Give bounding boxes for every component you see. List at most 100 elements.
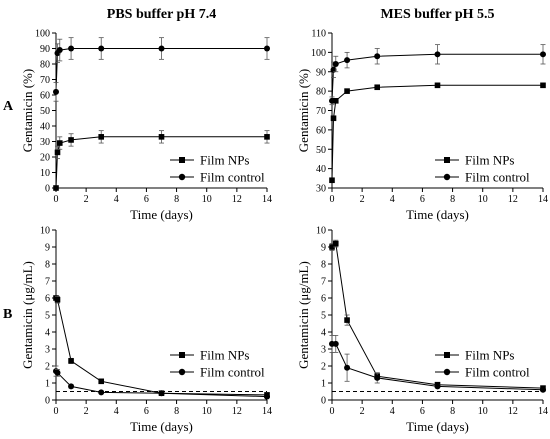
data-point-circle (540, 51, 546, 58)
x-tick-label: 6 (420, 406, 425, 417)
y-tick-label: 70 (40, 75, 50, 86)
data-point-square (158, 134, 165, 140)
x-tick-label: 14 (538, 406, 548, 417)
data-point-circle (434, 51, 441, 58)
data-point-circle (330, 66, 337, 73)
y-tick-label: 60 (316, 125, 326, 136)
data-point-square (434, 82, 441, 89)
y-tick-label: 80 (316, 87, 326, 98)
x-tick-label: 6 (144, 406, 149, 417)
x-tick-label: 10 (202, 194, 212, 205)
x-tick-label: 2 (84, 194, 89, 205)
x-tick-label: 14 (538, 194, 548, 205)
data-point-circle (332, 340, 339, 347)
x-tick-label: 4 (390, 406, 395, 417)
y-axis-label: Gentamicin (%) (296, 69, 311, 152)
y-tick-label: 110 (311, 29, 326, 40)
y-tick-label: 70 (316, 106, 326, 117)
x-tick-label: 4 (390, 194, 395, 205)
data-point-square (344, 88, 350, 94)
x-tick-label: 8 (450, 406, 455, 417)
y-tick-label: 60 (40, 91, 50, 102)
data-point-square (329, 244, 335, 250)
data-point-square (68, 137, 74, 143)
data-point-circle (344, 364, 351, 371)
x-tick-label: 0 (330, 194, 335, 205)
chart-top-right: MES buffer pH 5.5 30 40 50 60 70 80 90 100 110 0 2 4… (296, 7, 548, 222)
legend-marker-square (179, 352, 185, 358)
y-tick-label: 90 (40, 44, 50, 55)
data-point-square (374, 84, 381, 91)
y-tick-label: 40 (316, 164, 326, 175)
legend-label: Film control (465, 365, 530, 380)
x-tick-label: 8 (174, 194, 179, 205)
y-tick-label: 40 (40, 122, 50, 133)
x-tick-label: 8 (174, 406, 179, 417)
y-tick-label: 5 (45, 311, 50, 322)
x-axis-label: Time (days) (406, 419, 469, 434)
panel-label-b: B (3, 307, 12, 322)
y-tick-label: 90 (316, 67, 326, 78)
x-axis-label: Time (days) (406, 207, 469, 222)
y-tick-label: 7 (45, 277, 50, 288)
chart-title: PBS buffer pH 7.4 (107, 7, 216, 22)
x-tick-label: 6 (144, 194, 149, 205)
y-tick-label: 7 (321, 277, 326, 288)
y-tick-label: 50 (316, 145, 326, 156)
legend-label: Film NPs (200, 153, 250, 168)
data-point-circle (540, 386, 546, 393)
x-tick-label: 0 (54, 194, 59, 205)
data-point-square (329, 177, 335, 184)
y-tick-label: 1 (45, 379, 50, 390)
data-point-circle (54, 369, 61, 376)
x-tick-label: 12 (508, 194, 518, 205)
legend-marker-circle (178, 368, 186, 376)
legend-label: Film NPs (465, 348, 515, 363)
data-point-circle (68, 45, 75, 52)
y-tick-label: 10 (316, 226, 326, 237)
y-tick-label: 1 (321, 379, 326, 390)
data-point-circle (68, 383, 75, 390)
data-point-square (56, 140, 63, 146)
y-tick-label: 30 (316, 184, 326, 195)
data-point-circle (374, 53, 381, 60)
x-tick-label: 12 (232, 406, 242, 417)
x-tick-label: 0 (330, 406, 335, 417)
legend-marker-circle (178, 173, 186, 181)
x-tick-label: 10 (478, 194, 488, 205)
data-point-square (540, 82, 546, 89)
y-tick-label: 0 (45, 396, 50, 407)
y-tick-label: 2 (45, 362, 50, 373)
x-tick-label: 2 (84, 406, 89, 417)
data-point-circle (374, 374, 381, 381)
data-point-circle (53, 88, 59, 95)
legend-marker-square (179, 157, 185, 163)
x-tick-label: 12 (232, 194, 242, 205)
y-tick-label: 8 (321, 260, 326, 271)
y-tick-label: 8 (45, 260, 50, 271)
y-tick-label: 4 (45, 328, 50, 339)
data-point-circle (158, 390, 165, 397)
x-tick-label: 2 (360, 194, 365, 205)
legend-marker-square (444, 157, 450, 163)
legend-label: Film control (200, 365, 265, 380)
x-tick-label: 8 (450, 194, 455, 205)
y-tick-label: 3 (45, 345, 50, 356)
x-tick-label: 4 (114, 406, 119, 417)
data-point-circle (98, 389, 105, 396)
legend-label: Film control (465, 170, 530, 185)
data-point-square (53, 185, 59, 191)
panel-label-a: A (3, 99, 14, 114)
x-tick-label: 14 (262, 406, 272, 417)
legend-marker-square (444, 352, 450, 358)
x-tick-label: 0 (54, 406, 59, 417)
y-tick-label: 6 (45, 294, 50, 305)
y-tick-label: 10 (40, 168, 50, 179)
legend-label: Film control (200, 170, 265, 185)
x-tick-label: 2 (360, 406, 365, 417)
y-tick-label: 6 (321, 294, 326, 305)
data-point-square (68, 358, 74, 364)
y-tick-label: 50 (40, 106, 50, 117)
